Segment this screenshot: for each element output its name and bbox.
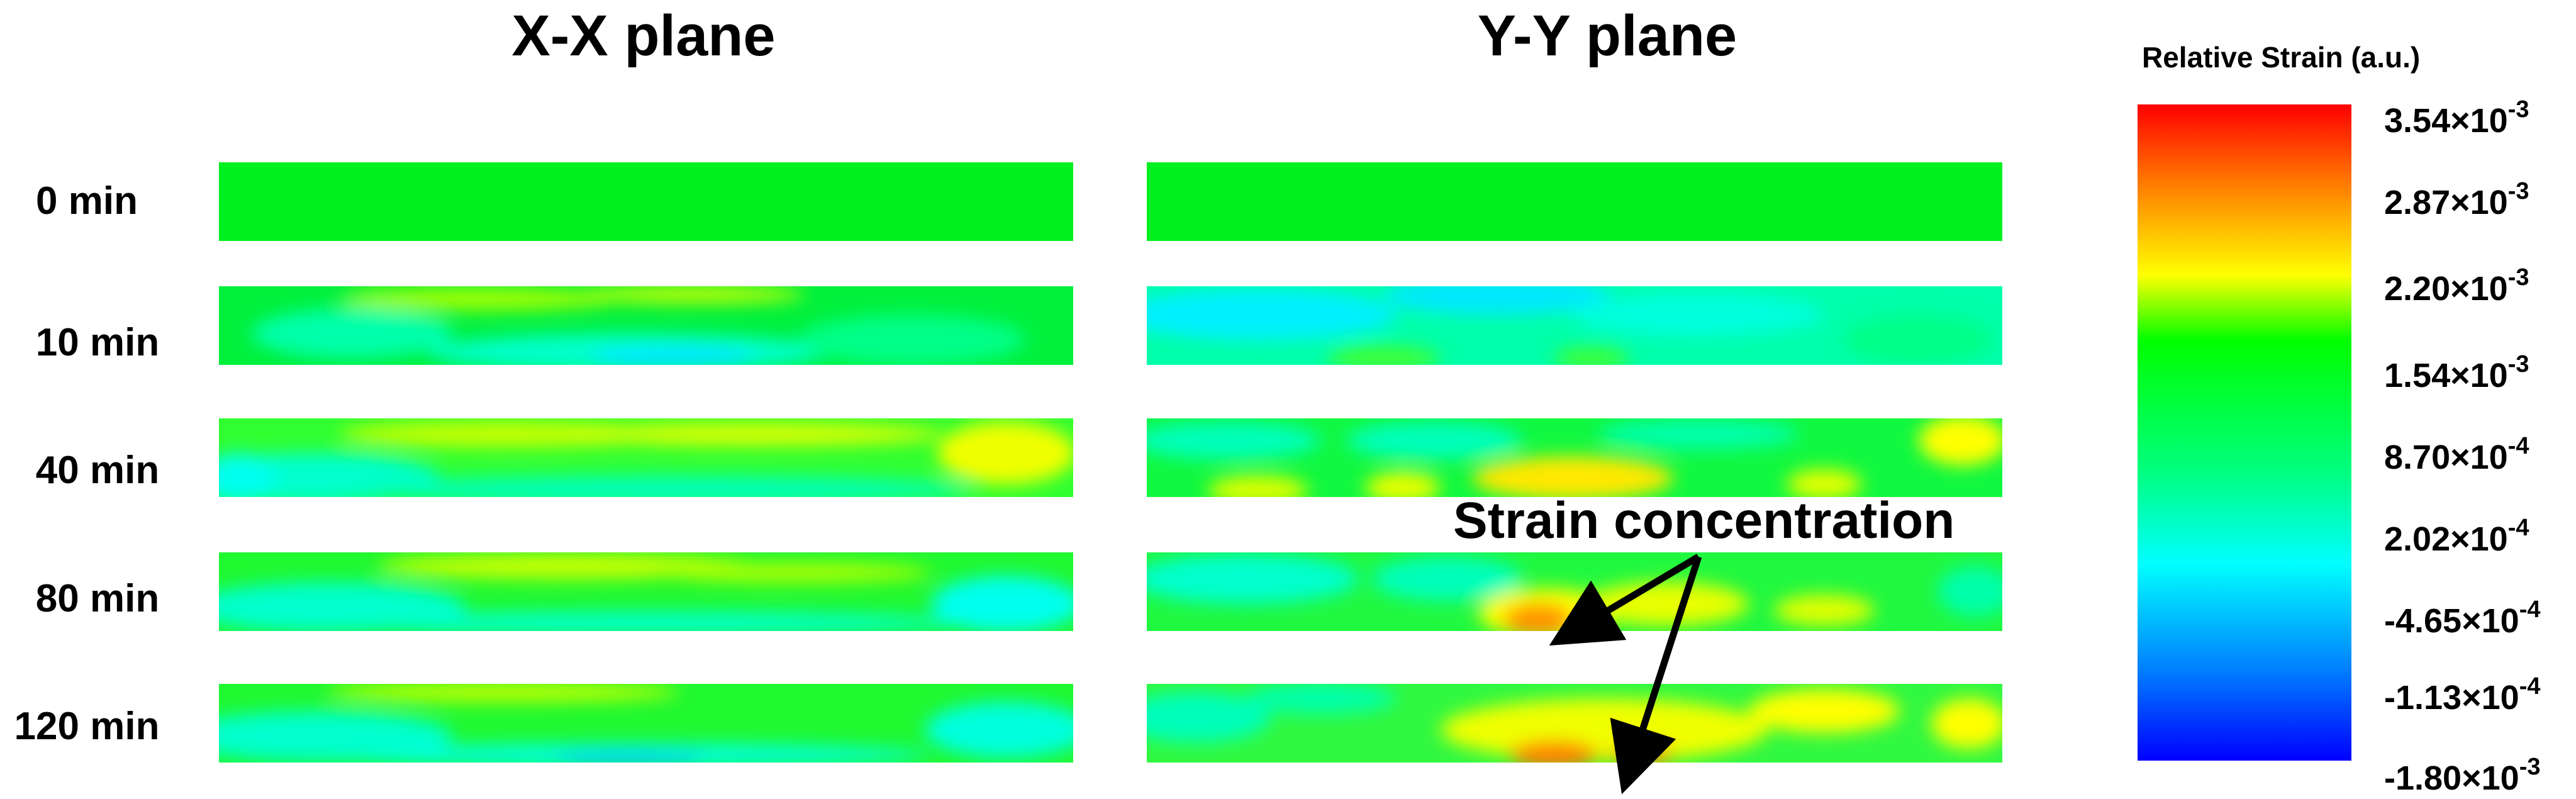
xx-strip-120min [219, 684, 1073, 763]
time-label-0: 0 min [36, 179, 138, 223]
colorbar-title: Relative Strain (a.u.) [2142, 41, 2420, 74]
colorbar-tick-0: 3.54×10-3 [2384, 96, 2529, 140]
colorbar-ticks: 3.54×10-3 2.87×10-3 2.20×10-3 1.54×10-3 8.70… [2384, 96, 2540, 797]
xx-strip-10min [219, 286, 1073, 365]
xx-plane-title: X-X plane [511, 4, 775, 68]
colorbar-tick-8: -1.80×10-3 [2384, 754, 2540, 797]
yy-strip-0min [1147, 162, 2002, 241]
colorbar-gradient [2138, 104, 2351, 761]
time-label-80: 80 min [36, 577, 159, 620]
colorbar-tick-5: 2.02×10-4 [2384, 515, 2529, 558]
colorbar-tick-4: 8.70×10-4 [2384, 433, 2529, 476]
arrow-to-120min [1610, 556, 1702, 795]
colorbar-tick-6: -4.65×10-4 [2384, 596, 2540, 640]
yy-plane-title: Y-Y plane [1478, 4, 1737, 68]
yy-strip-40min [1147, 418, 2002, 497]
yy-strip-80min [1147, 552, 2002, 631]
yy-strip-10min [1147, 286, 2002, 365]
time-label-120: 120 min [14, 705, 160, 748]
colorbar-tick-7: -1.13×10-4 [2384, 673, 2540, 717]
xx-strip-80min [219, 552, 1073, 631]
time-label-40: 40 min [36, 449, 159, 492]
colorbar-tick-2: 2.20×10-3 [2384, 264, 2529, 308]
yy-strip-120min [1147, 684, 2002, 763]
time-label-10: 10 min [36, 321, 159, 364]
colorbar-tick-1: 2.87×10-3 [2384, 178, 2529, 221]
strain-concentration-label: Strain concentration [1453, 492, 1954, 549]
xx-strip-0min [219, 162, 1073, 241]
xx-strip-40min [219, 418, 1073, 497]
colorbar-tick-3: 1.54×10-3 [2384, 351, 2529, 394]
arrow-to-80min [1549, 554, 1700, 646]
